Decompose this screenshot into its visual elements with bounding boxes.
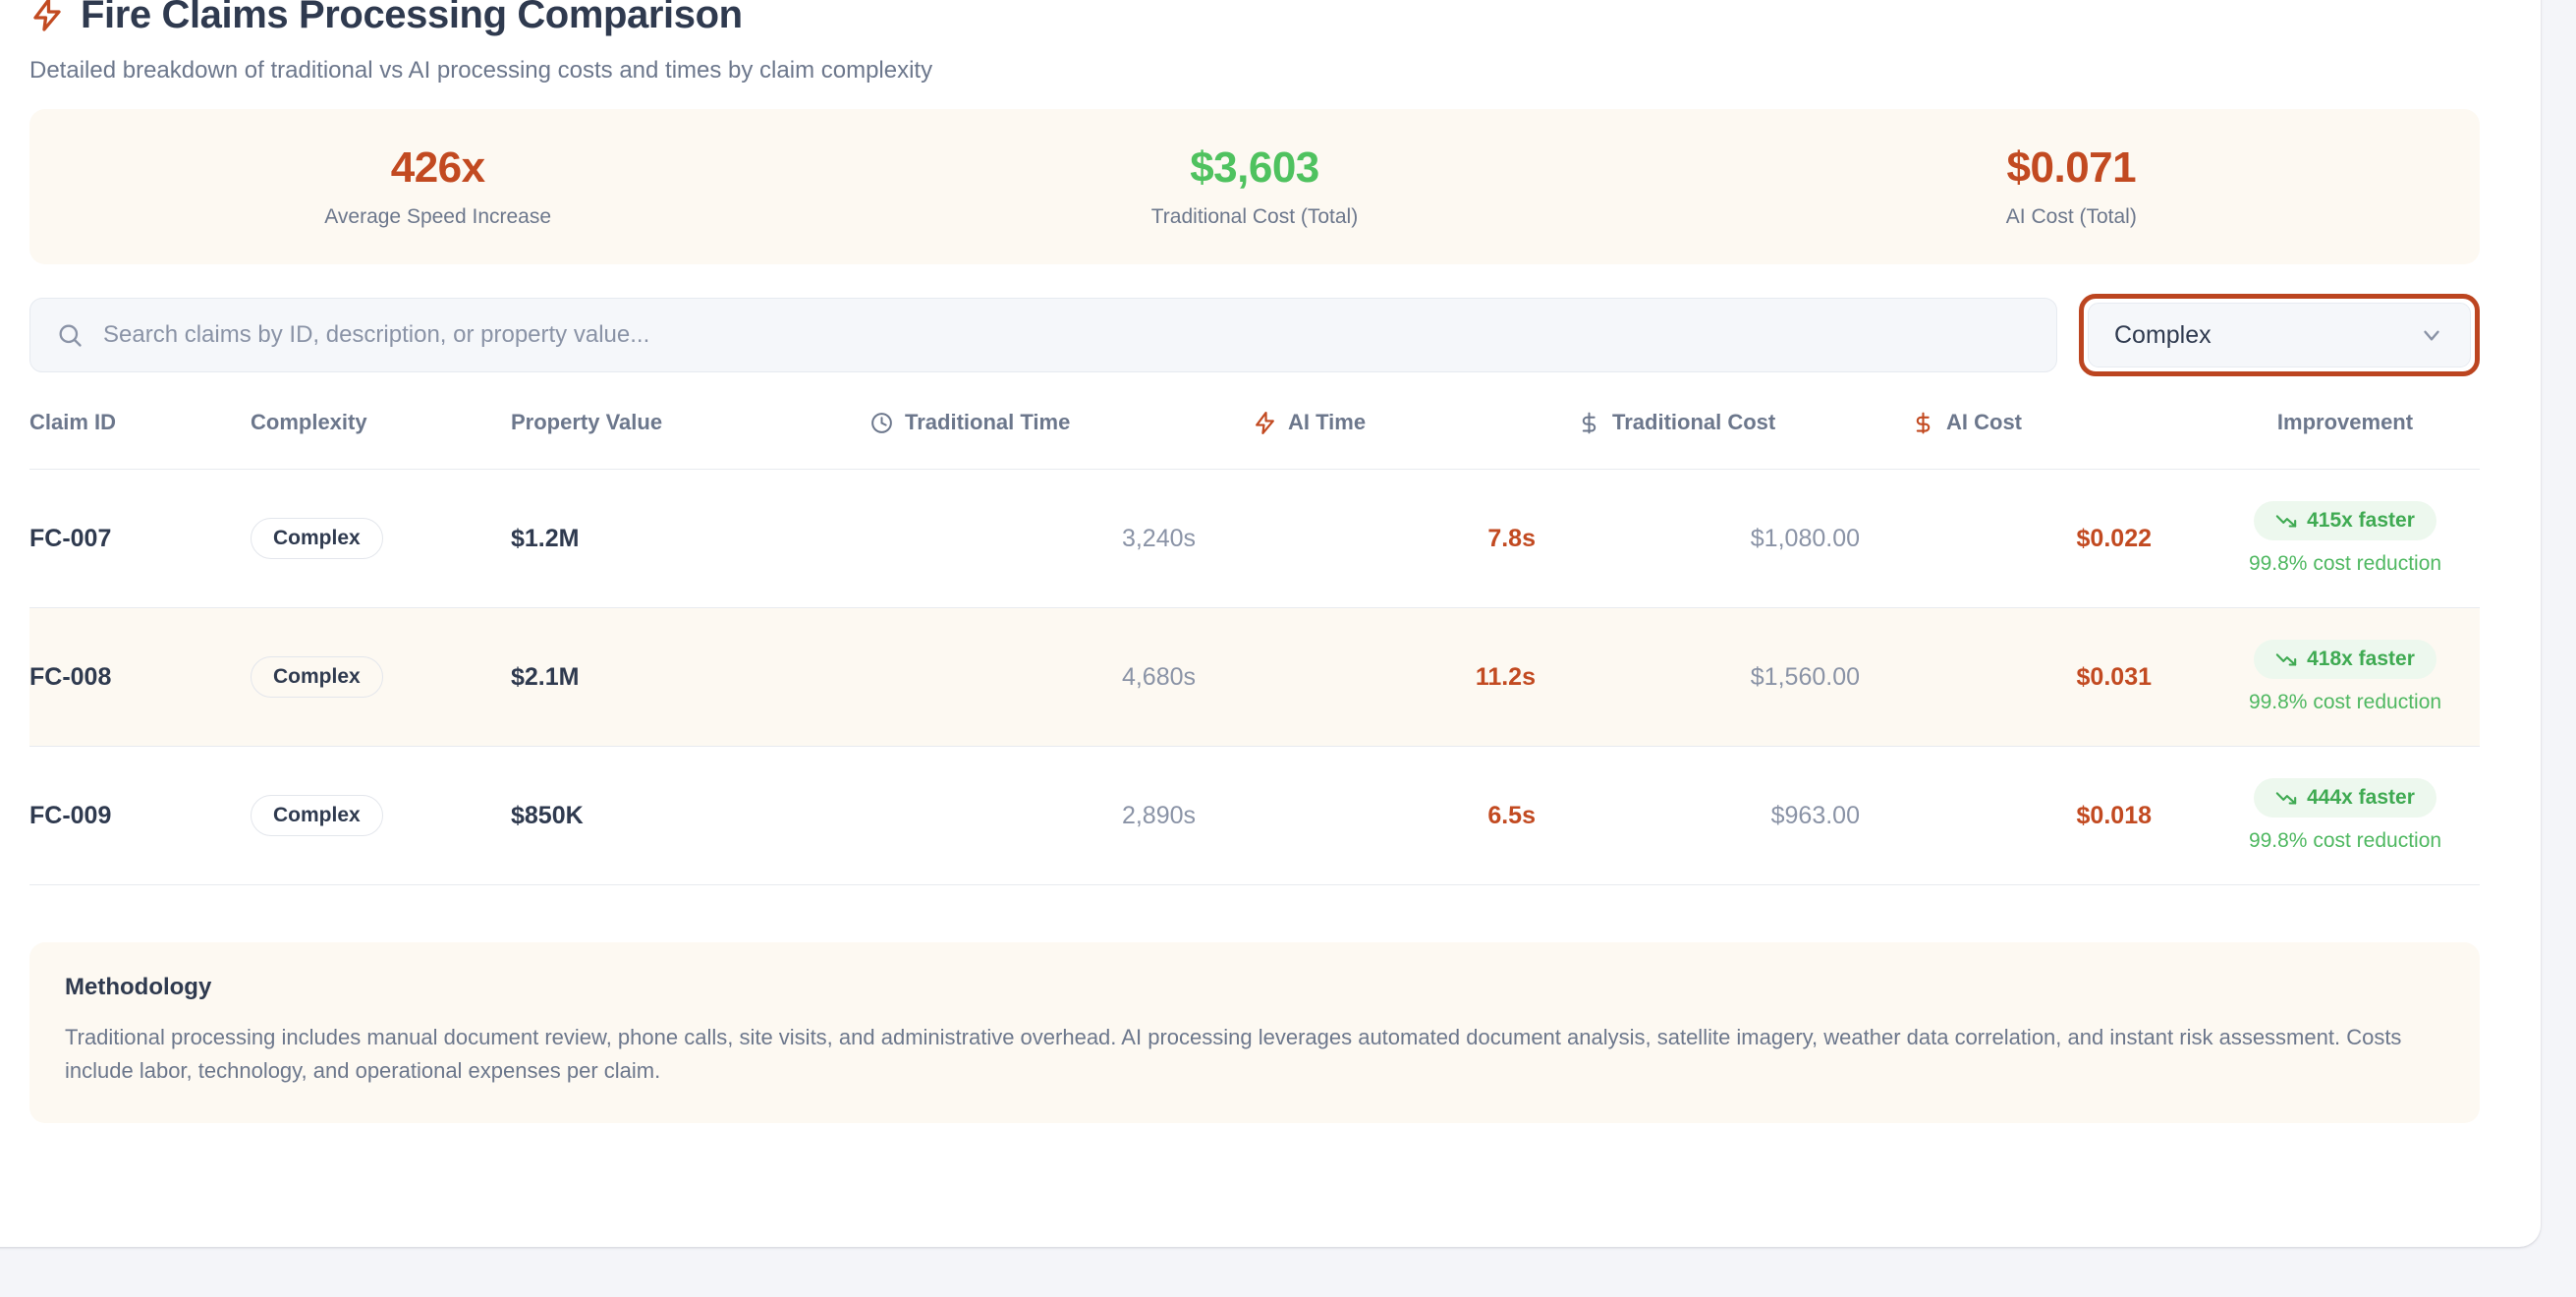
table-header-row: Claim ID Complexity Property Value T <box>29 410 2480 470</box>
improvement-badge: 415x faster <box>2254 501 2436 541</box>
methodology-panel: Methodology Traditional processing inclu… <box>29 942 2480 1124</box>
page-subtitle: Detailed breakdown of traditional vs AI … <box>29 57 933 84</box>
cell-property-value: $1.2M <box>511 524 580 552</box>
table-row[interactable]: FC-007 Complex $1.2M 3,240s 7.8s $1,080.… <box>29 469 2480 608</box>
complexity-filter-box[interactable]: Complex <box>2088 303 2471 368</box>
table-body: FC-007 Complex $1.2M 3,240s 7.8s $1,080.… <box>29 469 2480 885</box>
cell-claim-id: FC-009 <box>29 801 112 829</box>
cell-traditional-cost: $1,560.00 <box>1750 662 1860 691</box>
cell-traditional-cost: $1,080.00 <box>1750 524 1860 552</box>
cell-ai-time: 11.2s <box>1475 662 1536 691</box>
cell-complexity: Complex <box>251 608 511 747</box>
complexity-badge: Complex <box>251 518 383 560</box>
improvement-subtext: 99.8% cost reduction <box>2248 552 2442 576</box>
cell-traditional-time: 2,890s <box>1121 801 1196 829</box>
trending-down-icon <box>2275 648 2297 670</box>
column-label: Claim ID <box>29 410 117 435</box>
column-label: Property Value <box>511 410 663 435</box>
zap-icon <box>29 0 65 32</box>
column-label: Complexity <box>251 410 367 435</box>
cell-traditional-cost: $963.00 <box>1770 801 1860 829</box>
search-field[interactable] <box>29 298 2057 373</box>
cell-ai-cost: $0.031 <box>2076 662 2152 691</box>
cell-claim-id: FC-007 <box>29 524 112 552</box>
cell-claim-id: FC-008 <box>29 662 112 691</box>
cell-complexity: Complex <box>251 470 511 608</box>
trending-down-icon <box>2275 510 2297 532</box>
cell-ai-time: 7.8s <box>1487 524 1536 552</box>
table-header: Claim ID Complexity Property Value T <box>29 410 2480 470</box>
claims-table: Claim ID Complexity Property Value T <box>29 410 2480 885</box>
zap-icon <box>1253 411 1277 435</box>
cell-improvement: 418x faster 99.8% cost reduction <box>2211 608 2480 747</box>
cell-property-value: $2.1M <box>511 662 580 691</box>
column-header-traditional-cost[interactable]: Traditional Cost <box>1577 410 1911 470</box>
complexity-badge: Complex <box>251 656 383 699</box>
trending-down-icon <box>2275 787 2297 809</box>
cell-traditional-time: 3,240s <box>1121 524 1196 552</box>
stat-label: Traditional Cost (Total) <box>1150 204 1359 228</box>
stat-label: AI Cost (Total) <box>2005 204 2137 228</box>
card-header: Fire Claims Processing Comparison <box>29 0 2480 35</box>
methodology-title: Methodology <box>65 974 212 1001</box>
cell-complexity: Complex <box>251 747 511 885</box>
column-label: AI Time <box>1288 410 1367 435</box>
stat-ai-cost-total: $0.071 AI Cost (Total) <box>1663 144 2480 228</box>
cell-traditional-time: 4,680s <box>1121 662 1196 691</box>
summary-stats: 426x Average Speed Increase $3,603 Tradi… <box>29 109 2480 265</box>
complexity-badge: Complex <box>251 795 383 837</box>
column-header-ai-cost[interactable]: AI Cost <box>1911 410 2211 470</box>
column-header-improvement[interactable]: Improvement <box>2211 410 2480 470</box>
column-header-ai-time[interactable]: AI Time <box>1253 410 1577 470</box>
improvement-badge: 418x faster <box>2254 640 2436 680</box>
table-row[interactable]: FC-009 Complex $850K 2,890s 6.5s $963.00… <box>29 746 2480 885</box>
cell-ai-cost: $0.018 <box>2076 801 2152 829</box>
cell-improvement: 415x faster 99.8% cost reduction <box>2211 470 2480 608</box>
dollar-icon <box>1577 411 1601 435</box>
page-title: Fire Claims Processing Comparison <box>81 0 743 36</box>
column-header-traditional-time[interactable]: Traditional Time <box>869 410 1253 470</box>
cell-ai-cost: $0.022 <box>2076 524 2152 552</box>
stat-value: 426x <box>390 143 485 193</box>
column-label: Improvement <box>2276 410 2414 435</box>
search-input[interactable] <box>103 321 2031 350</box>
column-header-claim-id[interactable]: Claim ID <box>29 410 251 470</box>
stat-traditional-cost-total: $3,603 Traditional Cost (Total) <box>846 144 1662 228</box>
column-header-property-value[interactable]: Property Value <box>511 410 869 470</box>
table-controls: Complex <box>29 294 2480 377</box>
improvement-subtext: 99.8% cost reduction <box>2248 691 2442 714</box>
column-label: Traditional Time <box>905 410 1071 435</box>
improvement-badge: 444x faster <box>2254 778 2436 818</box>
improvement-subtext: 99.8% cost reduction <box>2248 829 2442 853</box>
stat-label: Average Speed Increase <box>324 204 552 228</box>
stat-value: $3,603 <box>1190 143 1319 193</box>
stat-value: $0.071 <box>2006 143 2137 193</box>
improvement-badge-label: 418x faster <box>2307 648 2415 671</box>
cell-ai-time: 6.5s <box>1487 801 1536 829</box>
complexity-filter[interactable]: Complex <box>2079 294 2480 377</box>
methodology-body: Traditional processing includes manual d… <box>65 1025 2402 1084</box>
improvement-badge-label: 444x faster <box>2307 786 2415 810</box>
search-icon <box>56 321 84 349</box>
column-label: AI Cost <box>1946 410 2022 435</box>
column-header-complexity[interactable]: Complexity <box>251 410 511 470</box>
column-label: Traditional Cost <box>1612 410 1776 435</box>
clock-icon <box>869 411 894 435</box>
dollar-icon <box>1911 411 1935 435</box>
cell-improvement: 444x faster 99.8% cost reduction <box>2211 747 2480 885</box>
complexity-filter-value: Complex <box>2114 320 2212 349</box>
improvement-badge-label: 415x faster <box>2307 509 2415 533</box>
table-row[interactable]: FC-008 Complex $2.1M 4,680s 11.2s $1,560… <box>29 607 2480 747</box>
chevron-down-icon[interactable] <box>2419 322 2444 348</box>
cell-property-value: $850K <box>511 801 584 829</box>
comparison-card: Fire Claims Processing Comparison Detail… <box>0 0 2541 1247</box>
stat-average-speed-increase: 426x Average Speed Increase <box>29 144 846 228</box>
